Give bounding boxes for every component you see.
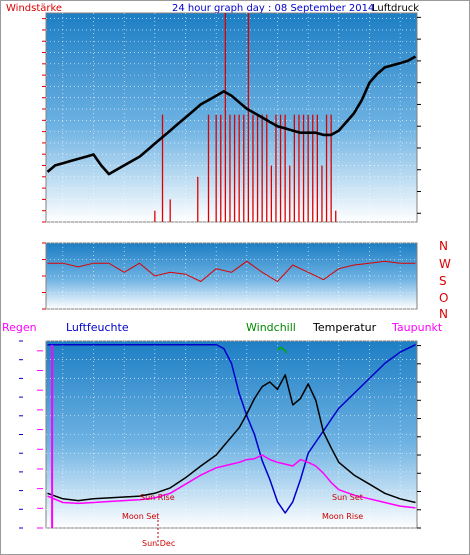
compass-label-o: O bbox=[439, 291, 448, 305]
regen-axis-title: Regen bbox=[2, 321, 37, 334]
sun-dec-label: Sun Dec bbox=[142, 539, 175, 548]
sun-set-label-right: Sun Set bbox=[332, 493, 363, 502]
wind-direction-line bbox=[47, 260, 416, 283]
taupunkt-legend: Taupunkt bbox=[391, 321, 443, 334]
luftdruck-axis-title: Luftdruck bbox=[372, 3, 419, 14]
windstaerke-axis-title: Windstärke bbox=[6, 3, 62, 14]
series-taupunkt bbox=[47, 454, 416, 509]
luftfeuchte-axis-title: Luftfeuchte bbox=[66, 321, 129, 334]
pressure-line bbox=[46, 55, 417, 176]
temperatur-legend: Temperatur bbox=[312, 321, 377, 334]
windchill-legend: Windchill bbox=[246, 321, 296, 334]
moon-rise-label: Moon Rise bbox=[322, 512, 363, 521]
sun-rise-label-left: Sun Rise bbox=[140, 493, 175, 502]
series-windchill bbox=[277, 346, 288, 354]
panel-pressure-wind bbox=[45, 12, 418, 223]
panel-temperature-humidity bbox=[45, 340, 418, 529]
chart-title: 24 hour graph day : 08 September 2014 bbox=[172, 3, 374, 14]
series-luftfeuchte bbox=[47, 343, 416, 514]
compass-label-n-bottom: N bbox=[439, 307, 448, 321]
compass-label-w: W bbox=[439, 257, 451, 271]
moon-set-label: Moon Set bbox=[122, 512, 159, 521]
compass-label-n-top: N bbox=[439, 239, 448, 253]
compass-label-s: S bbox=[439, 274, 447, 288]
series-temperatur bbox=[47, 374, 416, 504]
panel-wind-direction bbox=[45, 242, 418, 310]
